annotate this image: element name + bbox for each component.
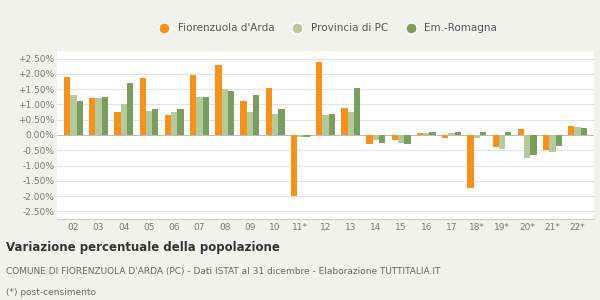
Bar — [341, 107, 347, 135]
Bar — [190, 75, 196, 135]
Bar — [316, 62, 322, 135]
Bar — [102, 97, 108, 135]
Bar — [373, 135, 379, 140]
Bar — [228, 91, 234, 135]
Bar — [442, 135, 448, 138]
Bar — [171, 112, 178, 135]
Bar — [423, 134, 430, 135]
Bar — [89, 98, 95, 135]
Bar — [127, 83, 133, 135]
Bar — [221, 89, 228, 135]
Bar — [581, 128, 587, 135]
Bar — [417, 134, 423, 135]
Text: (*) post-censimento: (*) post-censimento — [6, 288, 96, 297]
Text: Variazione percentuale della popolazione: Variazione percentuale della popolazione — [6, 242, 280, 254]
Bar — [329, 114, 335, 135]
Bar — [354, 88, 360, 135]
Bar — [266, 88, 272, 135]
Bar — [304, 135, 310, 136]
Bar — [505, 132, 511, 135]
Bar — [448, 134, 455, 135]
Bar — [291, 135, 297, 196]
Bar — [297, 135, 304, 136]
Bar — [367, 135, 373, 144]
Bar — [574, 128, 581, 135]
Bar — [247, 112, 253, 135]
Bar — [64, 77, 70, 135]
Bar — [278, 109, 284, 135]
Bar — [146, 111, 152, 135]
Bar — [121, 104, 127, 135]
Bar — [215, 65, 221, 135]
Bar — [272, 114, 278, 135]
Bar — [473, 135, 480, 138]
Bar — [543, 135, 549, 150]
Bar — [556, 135, 562, 146]
Bar — [499, 135, 505, 149]
Legend: Fiorenzuola d'Arda, Provincia di PC, Em.-Romagna: Fiorenzuola d'Arda, Provincia di PC, Em.… — [149, 19, 502, 38]
Bar — [379, 135, 385, 142]
Bar — [203, 97, 209, 135]
Bar — [115, 112, 121, 135]
Bar — [152, 109, 158, 135]
Bar — [398, 135, 404, 142]
Bar — [77, 101, 83, 135]
Bar — [467, 135, 473, 188]
Bar — [140, 79, 146, 135]
Bar — [549, 135, 556, 152]
Bar — [196, 97, 203, 135]
Bar — [518, 129, 524, 135]
Bar — [253, 95, 259, 135]
Bar — [430, 132, 436, 135]
Bar — [404, 135, 410, 144]
Bar — [347, 112, 354, 135]
Bar — [70, 95, 77, 135]
Bar — [95, 98, 102, 135]
Bar — [455, 132, 461, 135]
Bar — [241, 101, 247, 135]
Bar — [530, 135, 536, 155]
Bar — [480, 132, 486, 135]
Bar — [322, 115, 329, 135]
Bar — [178, 109, 184, 135]
Bar — [392, 135, 398, 140]
Bar — [568, 126, 574, 135]
Bar — [165, 115, 171, 135]
Bar — [524, 135, 530, 158]
Bar — [493, 135, 499, 147]
Text: COMUNE DI FIORENZUOLA D'ARDA (PC) - Dati ISTAT al 31 dicembre - Elaborazione TUT: COMUNE DI FIORENZUOLA D'ARDA (PC) - Dati… — [6, 267, 440, 276]
